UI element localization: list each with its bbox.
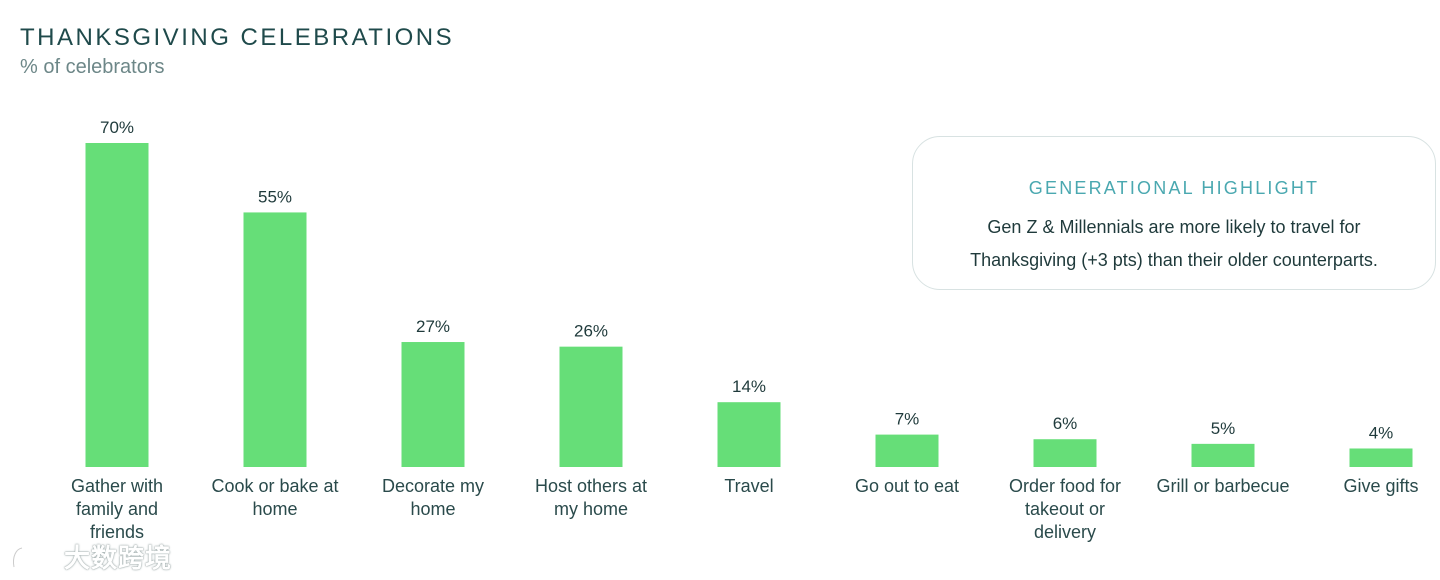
bar-value-label: 27% [416, 317, 450, 336]
watermark-logo-icon [12, 546, 52, 567]
bar [1033, 439, 1097, 467]
category-label: Order food for takeout or delivery [1009, 476, 1121, 542]
bar-value-label: 55% [258, 187, 292, 206]
category-label-line: friends [90, 522, 144, 542]
category-label: Cook or bake at home [211, 476, 338, 519]
chart-subtitle: % of celebrators [20, 56, 165, 78]
bar [401, 342, 465, 467]
watermark: 大数跨境 [10, 538, 172, 575]
watermark-text: 大数跨境 [64, 543, 173, 573]
callout-line-2: Thanksgiving (+3 pts) than their older c… [970, 250, 1378, 270]
category-label-line: Host others at [535, 476, 647, 496]
category-label: Decorate my home [382, 476, 484, 519]
bar [1191, 443, 1255, 467]
category-label-line: takeout or [1025, 499, 1105, 519]
category-label-line: delivery [1034, 522, 1096, 542]
category-label: Give gifts [1343, 476, 1418, 496]
bar-value-label: 70% [100, 118, 134, 137]
generational-highlight-callout: GENERATIONAL HIGHLIGHT Gen Z & Millennia… [912, 136, 1436, 290]
category-label: Host others at my home [535, 476, 647, 519]
callout-line-1: Gen Z & Millennials are more likely to t… [987, 217, 1361, 237]
bar-value-label: 5% [1211, 419, 1236, 438]
bar [85, 143, 149, 467]
category-label-line: home [410, 499, 455, 519]
chart-title: THANKSGIVING CELEBRATIONS [20, 24, 455, 51]
category-label-line: Gather with [71, 476, 163, 496]
category-label-line: Travel [724, 476, 773, 496]
bar [1349, 448, 1413, 467]
category-label-line: Go out to eat [855, 476, 959, 496]
category-label-line: home [252, 499, 297, 519]
category-label-line: family and [76, 499, 158, 519]
category-label-line: Give gifts [1343, 476, 1418, 496]
category-label: Go out to eat [855, 476, 959, 496]
category-label-line: Order food for [1009, 476, 1121, 496]
category-label-line: Cook or bake at [211, 476, 338, 496]
bar-value-label: 26% [574, 322, 608, 341]
bar [559, 346, 623, 467]
callout-body: Gen Z & Millennials are more likely to t… [913, 211, 1435, 277]
bar-value-label: 6% [1053, 414, 1078, 433]
bar [243, 212, 307, 467]
bar-value-label: 14% [732, 377, 766, 396]
category-label-line: my home [554, 499, 628, 519]
category-label-line: Decorate my [382, 476, 484, 496]
bar [875, 434, 939, 467]
category-label: Gather with family and friends [71, 476, 163, 542]
category-label-line: Grill or barbecue [1156, 476, 1289, 496]
category-label: Travel [724, 476, 773, 496]
bar [717, 402, 781, 467]
bar-value-label: 4% [1369, 423, 1394, 442]
bar-value-label: 7% [895, 410, 920, 429]
category-label: Grill or barbecue [1156, 476, 1289, 496]
callout-heading: GENERATIONAL HIGHLIGHT [1028, 178, 1320, 198]
